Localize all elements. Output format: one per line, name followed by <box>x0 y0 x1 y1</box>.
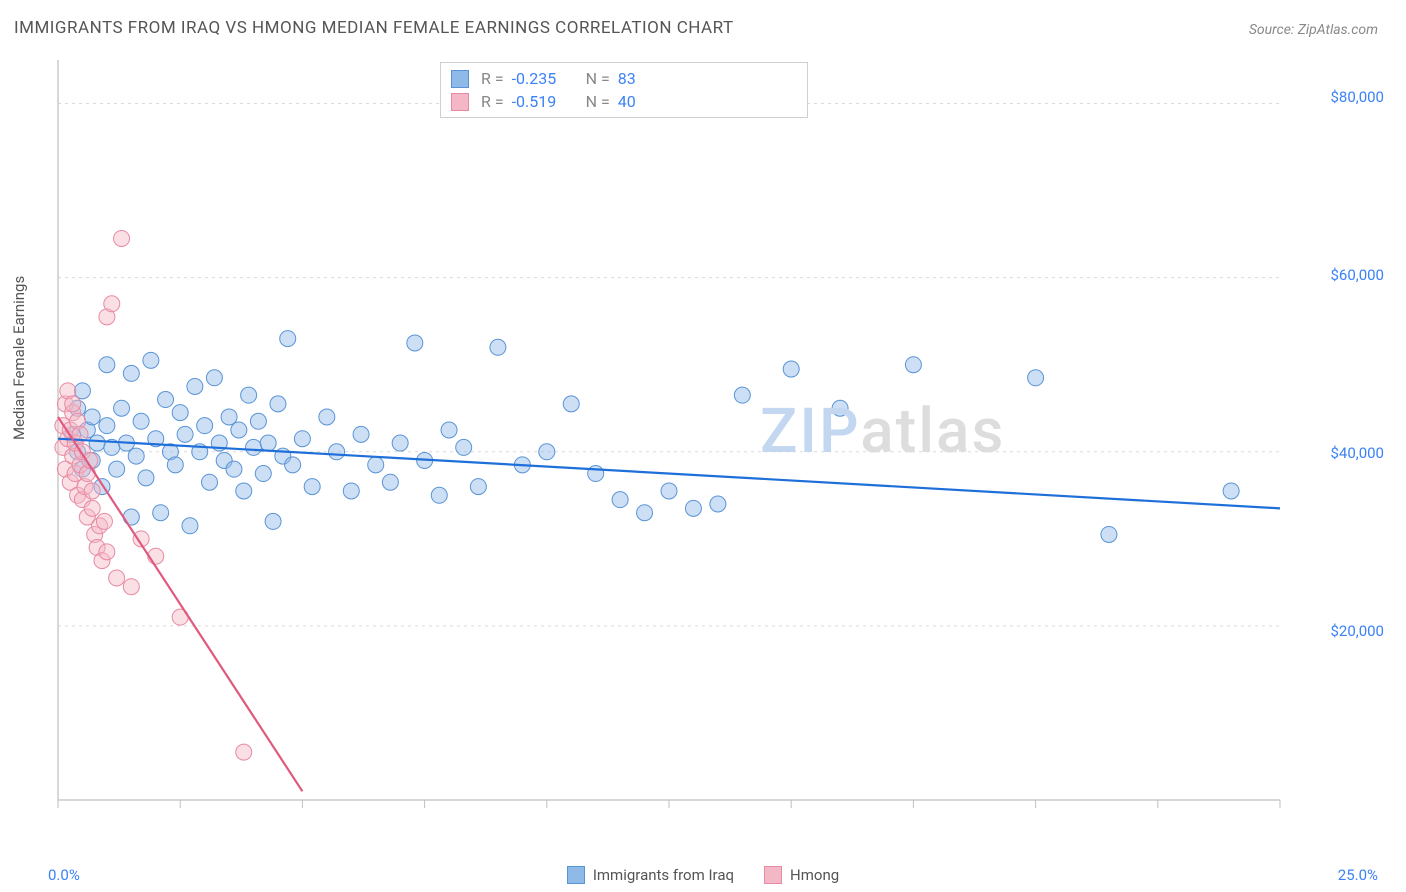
y-tick-60000: $60,000 <box>1330 266 1384 284</box>
stats-row-iraq: R = -0.235 N = 83 <box>451 67 797 90</box>
r-label: R = <box>481 92 504 111</box>
source-name: ZipAtlas.com <box>1298 22 1378 38</box>
swatch-iraq-icon <box>567 866 585 884</box>
y-tick-20000: $20,000 <box>1330 622 1384 640</box>
source-attribution: Source: ZipAtlas.com <box>1249 22 1378 38</box>
swatch-iraq <box>451 70 469 88</box>
stats-row-hmong: R = -0.519 N = 40 <box>451 90 797 113</box>
swatch-hmong <box>451 93 469 111</box>
n-label: N = <box>586 69 610 88</box>
r-value-hmong: -0.519 <box>512 92 574 111</box>
r-value-iraq: -0.235 <box>512 69 574 88</box>
scatter-svg <box>50 60 1370 820</box>
legend-label-hmong: Hmong <box>790 866 839 884</box>
legend-item-hmong: Hmong <box>764 866 839 884</box>
stats-legend-box: R = -0.235 N = 83 R = -0.519 N = 40 <box>440 62 808 118</box>
chart-plot-area <box>50 60 1370 820</box>
bottom-legend: Immigrants from Iraq Hmong <box>0 866 1406 884</box>
n-value-hmong: 40 <box>618 92 680 111</box>
y-axis-label: Median Female Earnings <box>10 276 28 440</box>
r-label: R = <box>481 69 504 88</box>
chart-title: IMMIGRANTS FROM IRAQ VS HMONG MEDIAN FEM… <box>14 18 734 38</box>
n-label: N = <box>586 92 610 111</box>
legend-label-iraq: Immigrants from Iraq <box>593 866 734 884</box>
y-tick-80000: $80,000 <box>1330 88 1384 106</box>
legend-item-iraq: Immigrants from Iraq <box>567 866 734 884</box>
y-tick-40000: $40,000 <box>1330 444 1384 462</box>
swatch-hmong-icon <box>764 866 782 884</box>
source-prefix: Source: <box>1249 22 1298 38</box>
n-value-iraq: 83 <box>618 69 680 88</box>
